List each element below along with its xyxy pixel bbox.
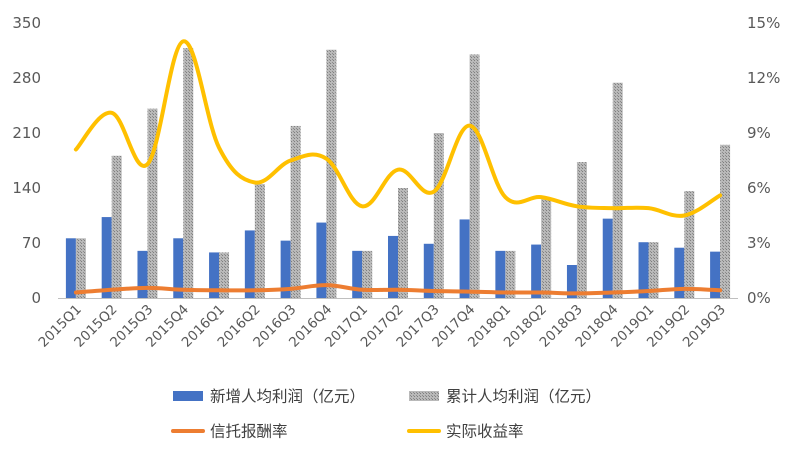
cumulative-profit-bar-2019Q3	[720, 144, 731, 298]
cumulative-profit-bar-2016Q1	[219, 252, 230, 298]
left-axis-tick-label: 70	[22, 234, 41, 252]
cumulative-profit-bar-2017Q4	[469, 54, 480, 298]
left-axis-tick-label: 280	[12, 69, 41, 87]
cumulative-profit-bar-2019Q1	[648, 242, 659, 298]
legend-new-profit: 新增人均利润（亿元）	[173, 388, 365, 406]
cumulative-profit-bar-2017Q3	[433, 133, 444, 298]
new-profit-bar-2019Q3	[710, 251, 721, 298]
new-profit-bar-2017Q1	[352, 250, 363, 298]
legend-trust-fee-rate: 信托报酬率	[171, 423, 288, 441]
cumulative-profit-bar-2018Q4	[612, 82, 623, 298]
legend-actual-yield: 实际收益率	[407, 423, 524, 441]
new-profit-bar-2019Q1	[638, 242, 649, 298]
right-axis-tick-label: 6%	[747, 179, 771, 197]
axes-group: 0701402102803500%3%6%9%12%15%2015Q12015Q…	[12, 14, 780, 351]
cumulative-profit-bar-2016Q2	[254, 184, 265, 298]
cumulative-profit-bar-2018Q1	[505, 250, 516, 298]
legend-label: 实际收益率	[446, 423, 524, 441]
cumulative-profit-bar-2015Q2	[111, 155, 122, 298]
new-profit-bar-2016Q3	[280, 240, 291, 298]
line-series-group	[73, 39, 723, 296]
right-axis-tick-label: 0%	[747, 289, 771, 307]
new-profit-bar-2016Q2	[244, 230, 255, 298]
left-axis-tick-label: 0	[31, 289, 41, 307]
cumulative-profit-bar-2017Q1	[362, 250, 373, 298]
cumulative-profit-bar-2018Q3	[576, 162, 587, 298]
new-profit-bar-2018Q2	[531, 244, 542, 298]
trust-fee-rate-line	[73, 283, 723, 296]
right-axis-tick-label: 15%	[747, 14, 780, 32]
new-profit-bar-2019Q2	[674, 247, 685, 298]
cumulative-profit-bar-2015Q4	[183, 48, 194, 299]
left-axis-tick-label: 210	[12, 124, 41, 142]
actual-yield-line	[73, 39, 723, 218]
left-axis-tick-label: 140	[12, 179, 41, 197]
right-axis-tick-label: 12%	[747, 69, 780, 87]
cumulative-profit-bar-2015Q3	[147, 108, 158, 299]
cumulative-profit-bar-2019Q2	[684, 191, 695, 298]
cumulative-profit-bar-2016Q3	[290, 125, 301, 298]
new-profit-bar-2015Q4	[173, 238, 184, 298]
new-profit-bar-2015Q2	[101, 217, 112, 298]
new-profit-bar-2017Q4	[459, 219, 470, 298]
cumulative-profit-bar-2017Q2	[398, 188, 408, 298]
cumulative-profit-bar-2018Q2	[541, 197, 552, 298]
new-profit-bar-2017Q3	[423, 243, 434, 298]
new-profit-bar-2018Q3	[566, 265, 577, 298]
bar-series-group	[65, 48, 731, 299]
right-axis-tick-label: 3%	[747, 234, 771, 252]
legend-cumulative-profit: 累计人均利润（亿元）	[409, 388, 601, 406]
left-axis-tick-label: 350	[12, 14, 41, 32]
legend-label: 累计人均利润（亿元）	[446, 388, 601, 406]
legend-swatch	[173, 391, 203, 401]
cumulative-profit-bar-2015Q1	[75, 238, 86, 298]
new-profit-bar-2016Q1	[209, 252, 220, 298]
legend-label: 新增人均利润（亿元）	[210, 388, 365, 406]
new-profit-bar-2016Q4	[316, 222, 327, 298]
new-profit-bar-2018Q4	[602, 218, 613, 298]
new-profit-bar-2015Q3	[137, 250, 148, 298]
new-profit-bar-2017Q2	[388, 235, 398, 298]
legend: 新增人均利润（亿元） 累计人均利润（亿元） 信托报酬率 实际收益率	[171, 388, 601, 441]
legend-swatch	[409, 391, 439, 401]
new-profit-bar-2018Q1	[495, 250, 506, 298]
legend-label: 信托报酬率	[210, 423, 288, 441]
cumulative-profit-bar-2016Q4	[326, 49, 337, 298]
new-profit-bar-2015Q1	[65, 238, 76, 298]
right-axis-tick-label: 9%	[747, 124, 771, 142]
